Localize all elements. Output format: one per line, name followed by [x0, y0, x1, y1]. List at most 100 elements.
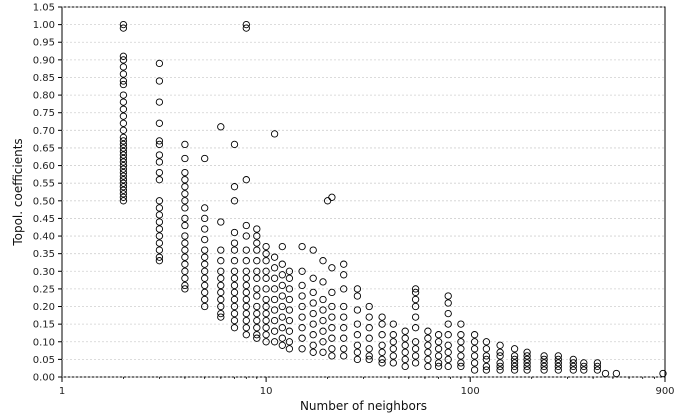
data-point — [554, 366, 562, 374]
data-point — [601, 369, 610, 378]
data-point — [217, 281, 225, 290]
data-point — [278, 242, 286, 251]
data-point — [119, 172, 128, 180]
data-point — [298, 281, 306, 290]
data-point — [319, 338, 327, 346]
data-point — [401, 355, 409, 364]
data-point — [444, 362, 452, 371]
data-point — [411, 352, 420, 360]
data-point — [328, 193, 336, 201]
data-point — [309, 246, 317, 254]
data-point — [411, 324, 420, 332]
data-point — [119, 126, 128, 134]
data-point — [155, 151, 164, 159]
data-point — [155, 77, 164, 85]
y-tick-label: 0.40 — [33, 232, 55, 243]
data-point — [242, 295, 250, 304]
data-point — [328, 324, 336, 332]
data-point — [328, 334, 336, 342]
data-point — [230, 302, 239, 311]
data-point — [119, 119, 128, 127]
data-point — [217, 313, 225, 321]
data-point — [482, 366, 491, 374]
data-point — [119, 24, 128, 32]
data-point — [319, 278, 327, 286]
data-point — [217, 274, 225, 282]
data-point — [253, 232, 261, 240]
data-point — [401, 334, 409, 342]
data-point — [411, 302, 420, 311]
data-point — [285, 345, 294, 353]
data-point — [470, 352, 479, 360]
data-point — [523, 352, 531, 360]
data-point — [155, 98, 164, 106]
data-point — [444, 292, 452, 300]
data-point — [278, 281, 286, 290]
data-point — [270, 306, 279, 314]
data-point — [424, 341, 432, 349]
data-point — [217, 257, 225, 265]
data-point — [353, 348, 362, 356]
data-point — [253, 309, 261, 318]
y-tick-label: 0.55 — [33, 179, 55, 190]
data-point — [523, 366, 531, 374]
data-point — [119, 112, 128, 120]
y-tick-label: 0.35 — [33, 249, 55, 260]
data-point — [262, 316, 270, 325]
data-point — [181, 253, 189, 261]
data-point — [523, 359, 531, 367]
data-point — [319, 327, 327, 335]
data-point — [181, 260, 189, 268]
data-point — [253, 334, 261, 342]
data-point — [230, 324, 239, 332]
data-point — [119, 56, 128, 64]
data-point — [201, 274, 209, 282]
data-point — [470, 345, 479, 353]
data-point — [278, 292, 286, 300]
data-point — [378, 348, 386, 356]
data-point — [470, 366, 479, 374]
data-point — [389, 359, 397, 367]
data-point — [353, 341, 362, 349]
data-point — [424, 355, 432, 364]
data-point — [298, 302, 306, 311]
data-point — [181, 154, 189, 163]
data-point — [389, 345, 397, 353]
data-point — [278, 341, 286, 349]
data-point — [155, 140, 164, 149]
data-point — [253, 324, 261, 332]
data-point — [119, 20, 128, 29]
data-point — [411, 288, 420, 297]
data-point — [353, 306, 362, 314]
data-point — [328, 264, 336, 272]
data-point — [389, 352, 397, 360]
data-point — [242, 221, 250, 230]
data-point — [119, 63, 128, 71]
data-point — [119, 52, 128, 60]
y-tick-label: 0.75 — [33, 108, 55, 119]
data-point — [242, 267, 250, 275]
data-point — [569, 359, 577, 367]
data-point — [119, 80, 128, 89]
data-point — [411, 359, 420, 367]
data-point — [181, 246, 189, 254]
data-point — [119, 176, 128, 184]
data-point — [434, 352, 443, 360]
data-point — [593, 362, 602, 371]
data-point — [201, 253, 209, 261]
data-point — [217, 123, 225, 131]
data-point — [262, 295, 270, 304]
data-point — [457, 338, 465, 346]
data-point — [262, 309, 270, 318]
data-point — [424, 362, 432, 371]
data-point — [401, 348, 409, 356]
data-point — [119, 133, 128, 142]
data-point — [411, 345, 420, 353]
data-point — [365, 352, 373, 360]
data-point — [444, 299, 452, 307]
data-point — [482, 352, 491, 360]
data-point — [262, 338, 270, 346]
data-point — [434, 345, 443, 353]
data-point — [353, 320, 362, 328]
y-tick-label: 0.00 — [33, 373, 55, 384]
